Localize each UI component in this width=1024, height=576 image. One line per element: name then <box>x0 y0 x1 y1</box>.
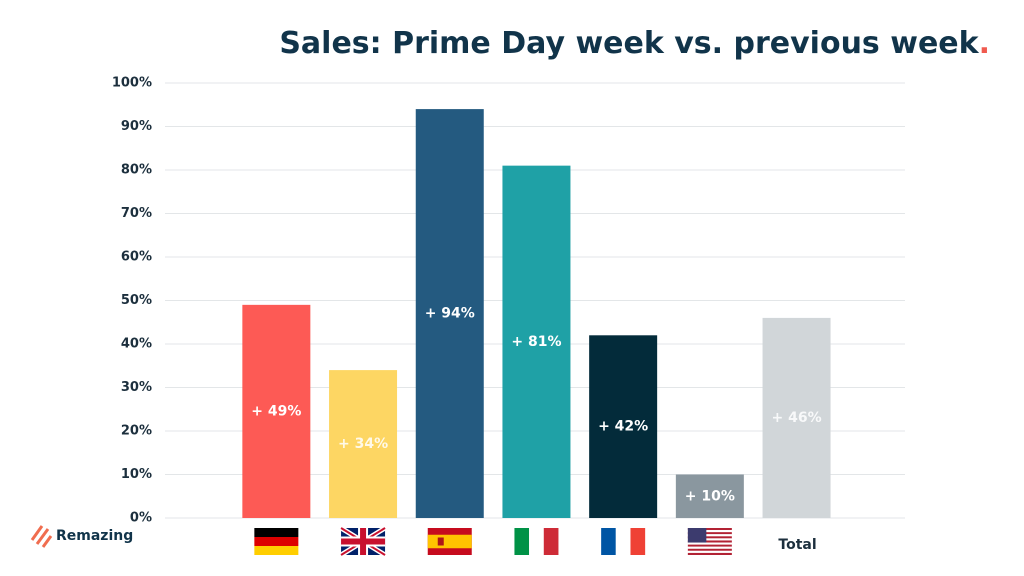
flag-part <box>360 528 367 555</box>
flag-part <box>514 528 530 555</box>
flag-part <box>687 536 732 539</box>
y-tick-label: 50% <box>121 293 152 308</box>
flag-part <box>687 546 732 549</box>
flag-part <box>437 537 444 546</box>
value-label: + 42% <box>598 419 648 435</box>
flag-part <box>254 537 299 546</box>
flag-part <box>687 542 732 545</box>
y-tick-label: 80% <box>121 163 152 178</box>
flag-part <box>615 528 631 555</box>
flag-part <box>254 546 299 555</box>
y-tick-label: 0% <box>130 511 152 526</box>
value-label: + 46% <box>771 410 821 426</box>
flag-part <box>687 538 732 541</box>
y-tick-label: 20% <box>121 424 152 439</box>
flag <box>687 528 732 555</box>
y-tick-label: 60% <box>121 250 152 265</box>
flag <box>254 528 299 555</box>
bar <box>329 370 398 518</box>
value-label: + 10% <box>685 488 735 504</box>
flag-part <box>687 528 707 543</box>
flag-part <box>687 530 732 533</box>
flag-part <box>687 548 732 551</box>
flag-part <box>687 534 732 537</box>
flag-part <box>543 528 559 555</box>
value-label: + 81% <box>511 334 561 350</box>
flag <box>427 528 472 555</box>
y-tick-label: 90% <box>121 119 152 134</box>
flag-part <box>427 534 472 549</box>
flag-part <box>687 544 732 547</box>
flag-part <box>687 540 732 543</box>
flag-part <box>254 528 299 537</box>
value-label: + 49% <box>251 403 301 419</box>
flag-part <box>687 528 732 531</box>
bar <box>502 165 571 518</box>
flag-part <box>630 528 646 555</box>
flag <box>514 528 559 555</box>
flag-part <box>601 528 616 555</box>
logo: Remazing <box>56 528 133 544</box>
flag <box>339 525 387 558</box>
bar <box>675 474 744 518</box>
flag-part <box>687 550 732 553</box>
y-tick-label: 10% <box>121 467 152 482</box>
y-tick-label: 40% <box>121 337 152 352</box>
flag <box>601 528 646 555</box>
value-label: + 94% <box>425 306 475 322</box>
bar <box>242 304 311 518</box>
flag-part <box>529 528 544 555</box>
flag-part <box>687 532 732 535</box>
value-label: + 34% <box>338 436 388 452</box>
logo-icon <box>30 525 53 548</box>
flag-part <box>687 552 732 555</box>
bar <box>589 335 658 518</box>
bar <box>415 109 484 518</box>
y-tick-label: 100% <box>112 76 152 91</box>
y-tick-label: 30% <box>121 380 152 395</box>
y-tick-label: 70% <box>121 206 152 221</box>
x-tick-label: Total <box>778 537 816 553</box>
chart-title: Sales: Prime Day week vs. previous week. <box>279 26 990 61</box>
bar <box>762 317 831 518</box>
